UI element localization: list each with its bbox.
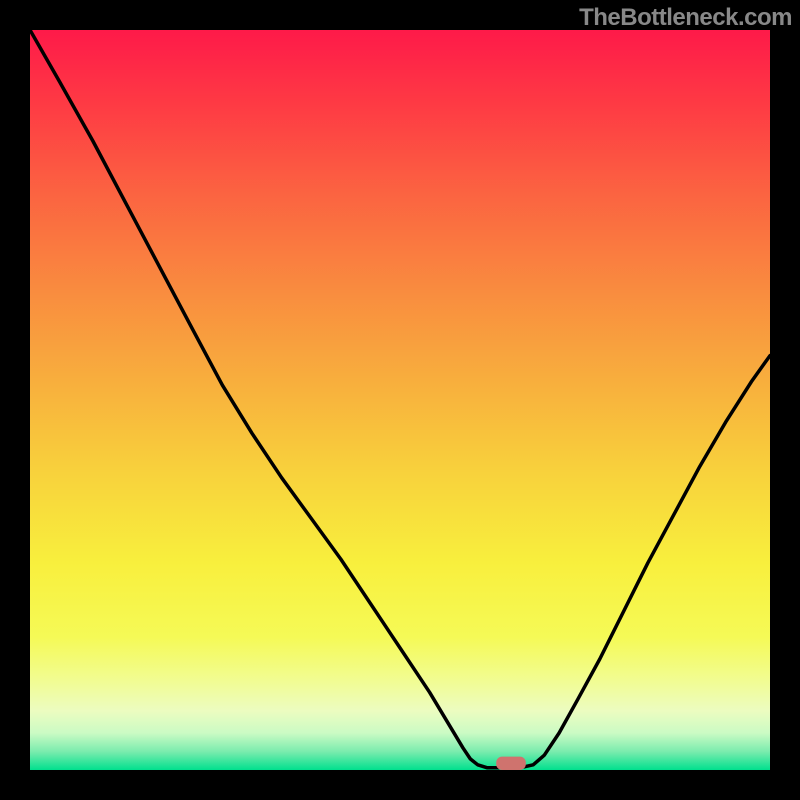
optimal-marker bbox=[496, 757, 526, 770]
watermark-text: TheBottleneck.com bbox=[579, 4, 792, 32]
gradient-background bbox=[30, 30, 770, 770]
bottleneck-chart bbox=[30, 30, 770, 770]
chart-frame: TheBottleneck.com bbox=[0, 0, 800, 800]
plot-area bbox=[30, 30, 770, 770]
